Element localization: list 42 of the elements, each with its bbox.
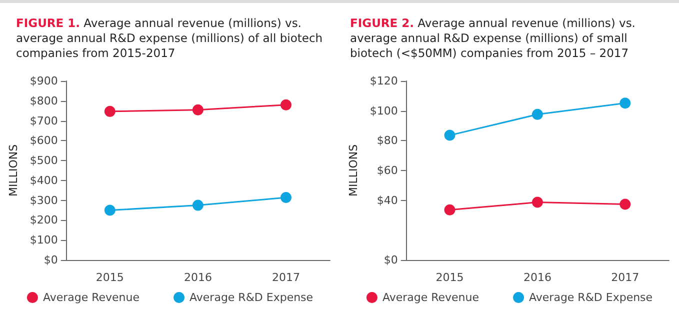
point — [104, 106, 116, 117]
point — [532, 108, 543, 120]
y-tick-label: $120 — [370, 74, 398, 88]
y-tick-label: $900 — [30, 74, 58, 88]
x-tick-label: 2017 — [611, 271, 640, 284]
legend-label: Average Revenue — [382, 291, 480, 304]
y-axis-title: MILLIONS — [7, 144, 20, 197]
y-tick-label: $0 — [44, 254, 58, 266]
point — [192, 200, 204, 211]
point — [532, 196, 543, 208]
x-tick-label: 2015 — [436, 271, 464, 284]
y-tick-label: $40 — [376, 194, 398, 207]
point — [444, 204, 456, 216]
point — [444, 130, 456, 141]
point — [280, 192, 292, 204]
x-tick-label: 2016 — [523, 271, 552, 284]
y-tick-label: $100 — [30, 234, 58, 247]
x-tick-label: 2016 — [184, 271, 212, 284]
y-tick-label: $80 — [376, 134, 398, 148]
point — [280, 99, 292, 110]
y-tick-label: $700 — [30, 114, 58, 128]
y-tick-label: $500 — [30, 154, 58, 168]
y-tick-label: $800 — [30, 94, 58, 108]
legend-label: Average R&D Expense — [190, 291, 314, 304]
point — [620, 98, 631, 109]
y-tick-label: $600 — [30, 134, 58, 148]
x-tick-label: 2017 — [272, 271, 300, 284]
chart-title: FIGURE 1. Average annual revenue (millions) vs. average annual R&D expense (millions) of all biotech companies from 2015-2017 — [16, 16, 324, 61]
legend-label: Average R&D Expense — [529, 291, 653, 304]
x-tick-label: 2015 — [96, 271, 124, 284]
y-tick-label: $0 — [384, 254, 398, 266]
y-tick-label: $200 — [30, 214, 58, 227]
y-tick-label: $60 — [376, 164, 398, 177]
legend-label: Average Revenue — [42, 291, 140, 304]
point — [104, 204, 116, 216]
y-tick-label: $100 — [370, 104, 398, 118]
point — [192, 104, 204, 116]
point — [620, 198, 631, 210]
y-tick-label: $300 — [30, 194, 58, 207]
chart-title: FIGURE 2. Average annual revenue (millions) vs. average annual R&D expense (millions) of small biotech (<$50MM) companies from 2015 – 2017 — [350, 16, 636, 61]
y-axis-title: MILLIONS — [347, 144, 360, 197]
y-tick-label: $400 — [30, 174, 58, 187]
